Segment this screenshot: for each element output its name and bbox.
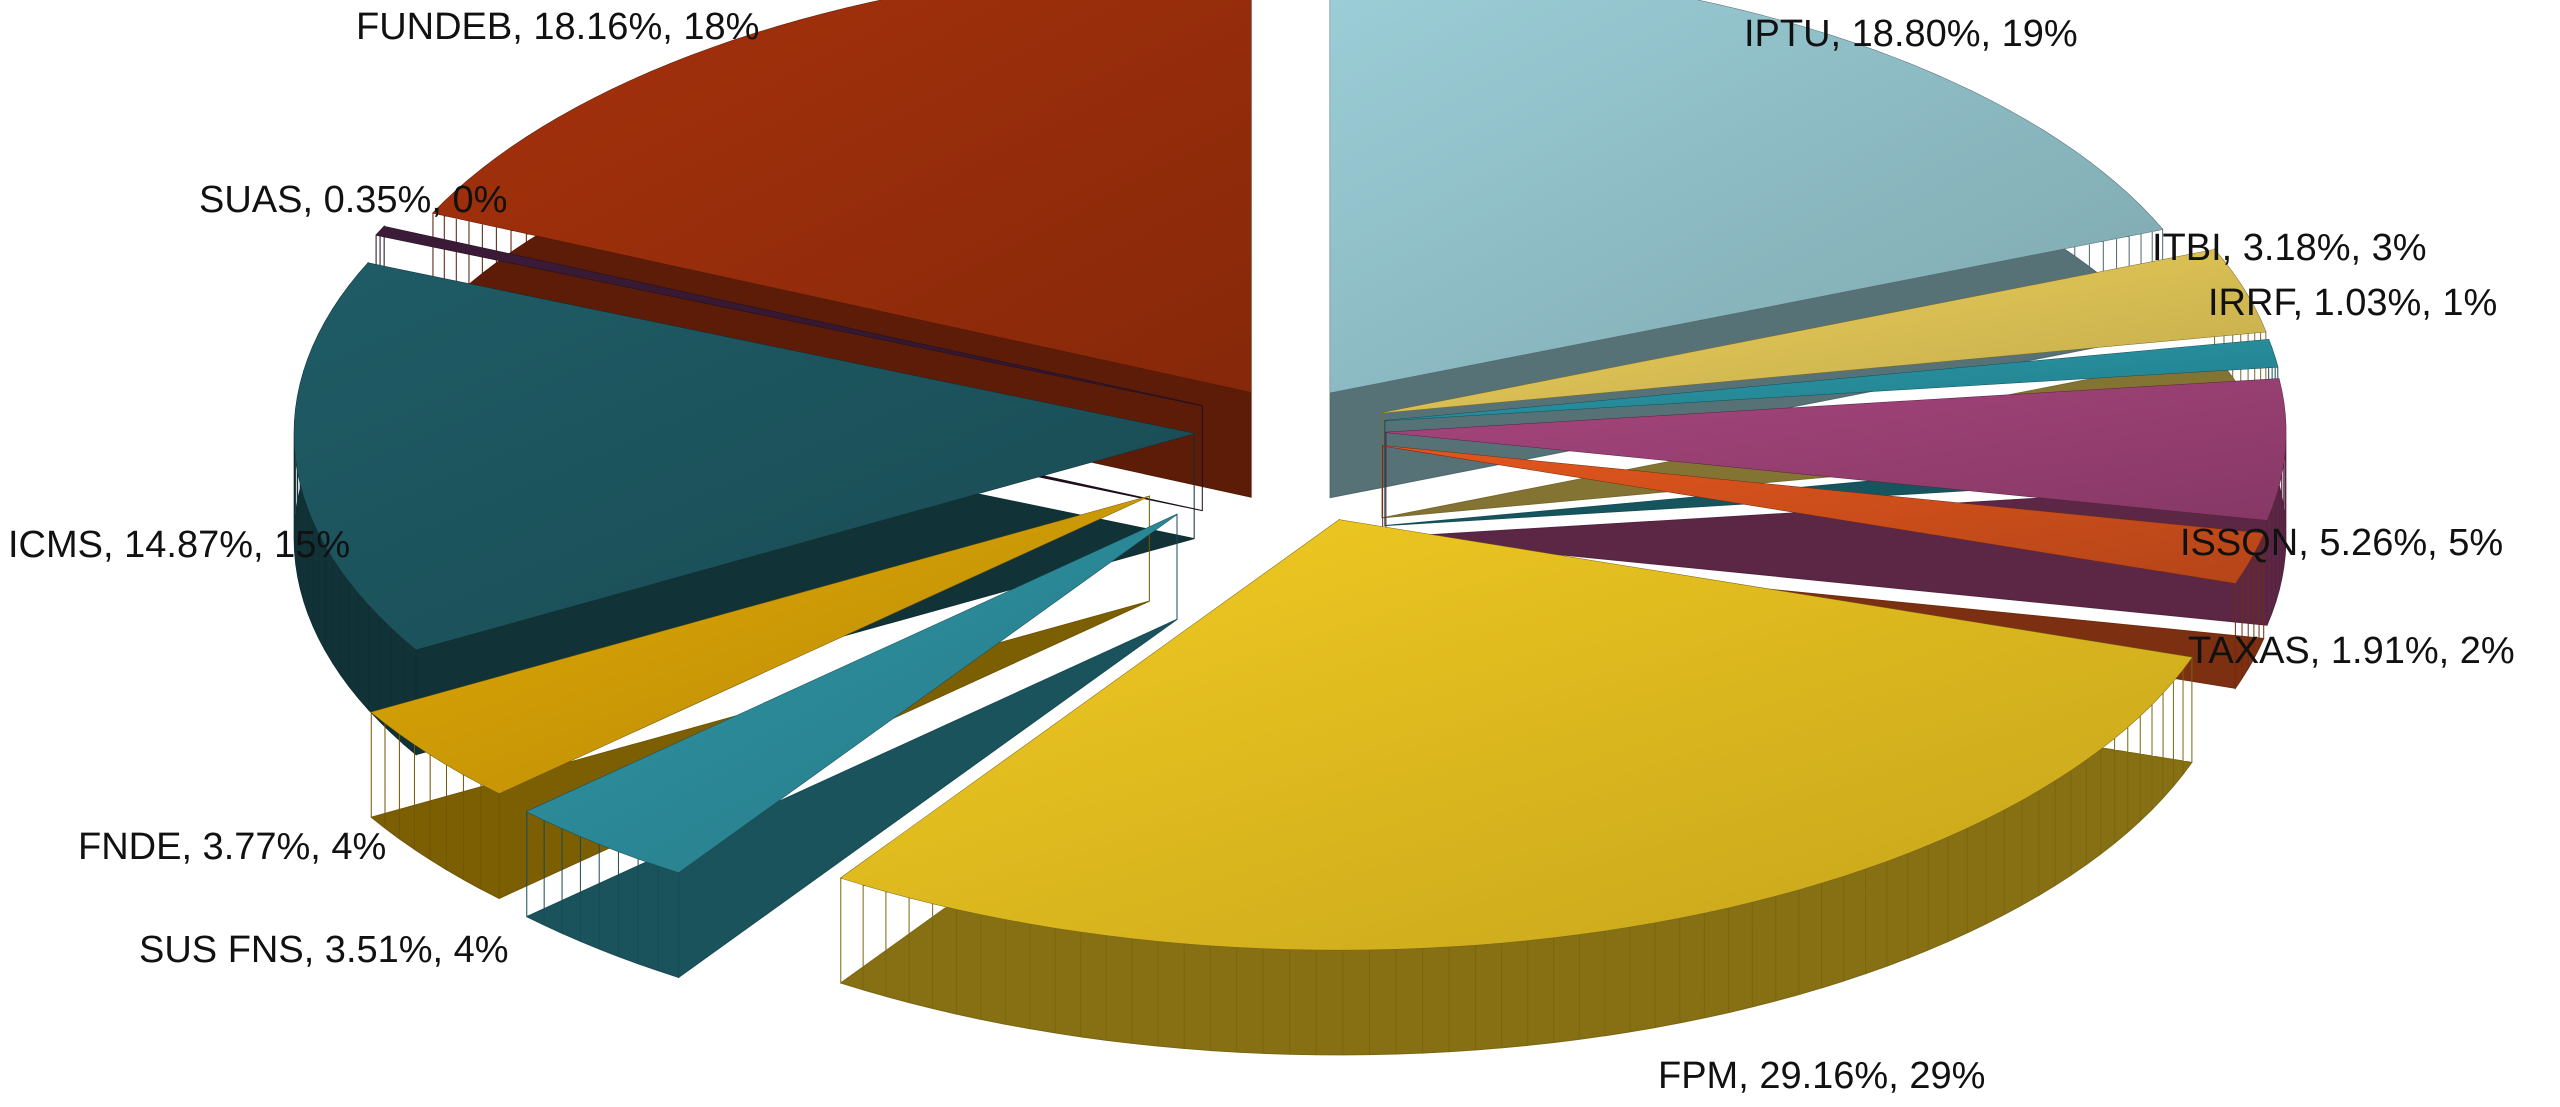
- slice-top: [432, 0, 1252, 393]
- slice-top: [840, 519, 2192, 950]
- data-label: FPM, 29.16%, 29%: [1658, 1055, 1985, 1097]
- slice-top: [371, 496, 1150, 794]
- data-label: SUS FNS, 3.51%, 4%: [139, 929, 509, 971]
- data-label: FNDE, 3.77%, 4%: [78, 826, 386, 868]
- data-label: ITBI, 3.18%, 3%: [2152, 227, 2427, 269]
- slice-top: [294, 263, 1195, 650]
- slice-top: [1384, 339, 2278, 421]
- slice-side: [1382, 445, 2265, 690]
- slice-top: [1382, 445, 2264, 584]
- data-label: SUAS, 0.35%, 0%: [199, 179, 507, 221]
- data-label: IPTU, 18.80%, 19%: [1744, 13, 2078, 55]
- slice: [1382, 445, 2265, 690]
- data-label: FUNDEB, 18.16%, 18%: [356, 6, 759, 48]
- slice-top: [1385, 378, 2286, 521]
- data-label: ISSQN, 5.26%, 5%: [2180, 522, 2503, 564]
- slice-top: [376, 226, 1203, 406]
- data-label: TAXAS, 1.91%, 2%: [2188, 630, 2515, 672]
- slice-top: [1382, 249, 2266, 413]
- slice: [840, 518, 2193, 1056]
- slice-top: [1330, 0, 2163, 393]
- data-label: ICMS, 14.87%, 15%: [8, 524, 350, 566]
- data-label: IRRF, 1.03%, 1%: [2208, 282, 2497, 324]
- slice: [526, 513, 1178, 979]
- slice-top: [526, 514, 1178, 873]
- slice: [293, 261, 1195, 756]
- slice: [1385, 378, 2287, 626]
